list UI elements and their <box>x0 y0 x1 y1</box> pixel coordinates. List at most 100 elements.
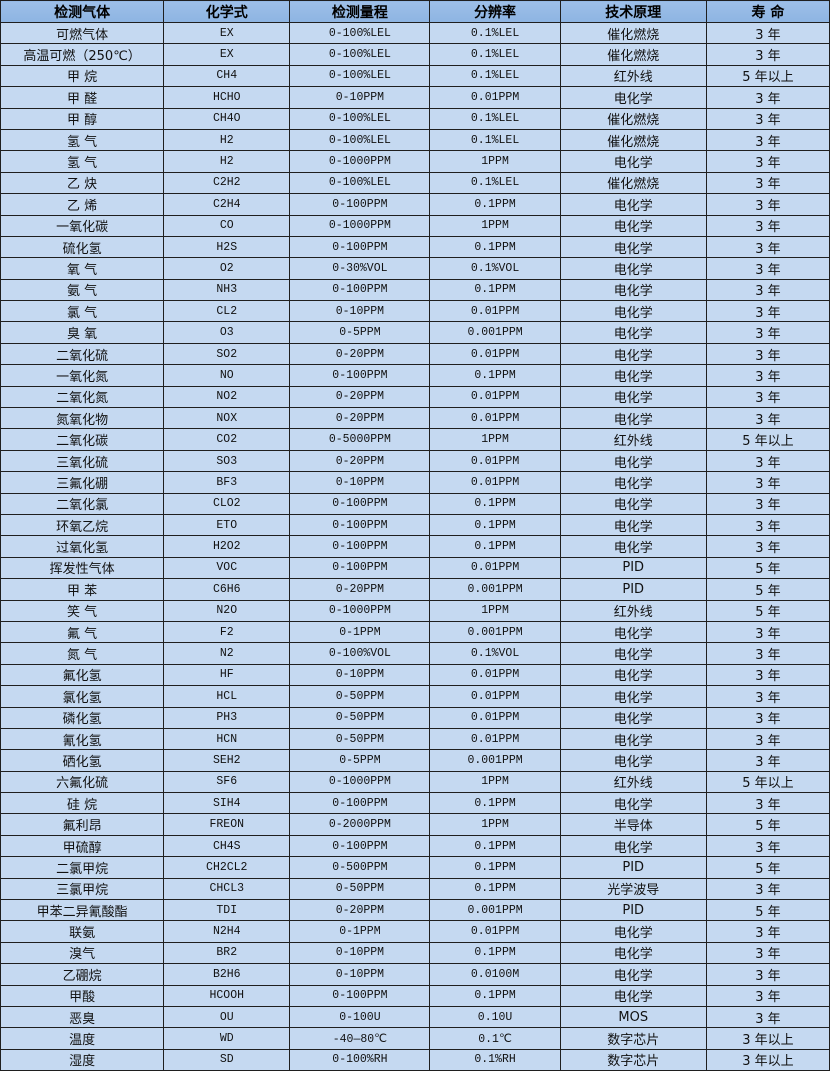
formula-cell: SO3 <box>163 449 291 473</box>
resolution-cell: 0.0100M <box>429 963 561 986</box>
lifetime-cell: 3 年 <box>705 642 831 665</box>
range-cell: 0-100PPM <box>289 984 431 1007</box>
gas-name-cell: 氢 气 <box>0 128 165 152</box>
range-cell: 0-1000PPM <box>289 599 431 622</box>
principle-cell: 电化学 <box>559 471 707 494</box>
lifetime-cell: 3 年 <box>705 706 831 729</box>
table-row: 乙 烯 C2H4 0-100PPM 0.1PPM 电化学 3 年 <box>0 193 831 216</box>
formula-cell: NO <box>163 364 291 387</box>
formula-cell: H2 <box>163 150 291 173</box>
table-row: 氟利昂 FREON 0-2000PPM 1PPM 半导体 5 年 <box>0 813 831 836</box>
formula-cell: H2O2 <box>163 535 291 558</box>
lifetime-cell: 3 年 <box>705 107 831 130</box>
formula-cell: C2H2 <box>163 171 291 195</box>
gas-name-cell: 联氨 <box>0 920 165 943</box>
gas-name-cell: 一氧化氮 <box>0 364 165 387</box>
formula-cell: ETO <box>163 513 291 537</box>
gas-name-cell: 氢 气 <box>0 150 165 173</box>
principle-cell: 红外线 <box>559 64 707 88</box>
gas-name-cell: 二氧化氮 <box>0 385 165 409</box>
principle-cell: 红外线 <box>559 770 707 794</box>
gas-name-cell: 二氧化碳 <box>0 428 165 451</box>
range-cell: 0-10PPM <box>289 941 431 965</box>
lifetime-cell: 5 年 <box>705 578 831 601</box>
range-cell: 0-5000PPM <box>289 428 431 451</box>
principle-cell: 电化学 <box>559 984 707 1007</box>
range-cell: 0-100%LEL <box>289 64 431 88</box>
table-row: 高温可燃（250℃） EX 0-100%LEL 0.1%LEL 催化燃烧 3 年 <box>0 43 831 66</box>
range-cell: 0-100U <box>289 1005 431 1029</box>
formula-cell: SD <box>163 1048 291 1072</box>
table-row: 可燃气体 EX 0-100%LEL 0.1%LEL 催化燃烧 3 年 <box>0 21 831 45</box>
gas-name-cell: 二氯甲烷 <box>0 856 165 879</box>
formula-cell: HCN <box>163 727 291 751</box>
lifetime-cell: 3 年 <box>705 877 831 901</box>
lifetime-cell: 5 年 <box>705 856 831 879</box>
lifetime-cell: 3 年 <box>705 171 831 195</box>
formula-cell: O2 <box>163 257 291 280</box>
lifetime-cell: 3 年 <box>705 214 831 237</box>
principle-cell: 电化学 <box>559 278 707 302</box>
table-row: 氢 气 H2 0-1000PPM 1PPM 电化学 3 年 <box>0 150 831 173</box>
range-cell: 0-1000PPM <box>289 150 431 173</box>
lifetime-cell: 3 年 <box>705 407 831 430</box>
lifetime-cell: 5 年 <box>705 813 831 836</box>
resolution-cell: 0.10U <box>429 1005 561 1029</box>
table-row: 一氧化碳 CO 0-1000PPM 1PPM 电化学 3 年 <box>0 214 831 237</box>
principle-cell: PID <box>559 578 707 601</box>
table-row: 二氧化硫 SO2 0-20PPM 0.01PPM 电化学 3 年 <box>0 342 831 366</box>
lifetime-cell: 3 年 <box>705 321 831 344</box>
lifetime-cell: 3 年 <box>705 941 831 965</box>
resolution-cell: 0.01PPM <box>429 663 561 687</box>
gas-name-cell: 甲 醛 <box>0 86 165 109</box>
table-row: 环氧乙烷 ETO 0-100PPM 0.1PPM 电化学 3 年 <box>0 513 831 537</box>
lifetime-cell: 3 年 <box>705 749 831 772</box>
gas-name-cell: 乙硼烷 <box>0 963 165 986</box>
table-row: 氮氧化物 NOX 0-20PPM 0.01PPM 电化学 3 年 <box>0 407 831 430</box>
range-cell: 0-10PPM <box>289 300 431 323</box>
formula-cell: N2H4 <box>163 920 291 943</box>
principle-cell: 电化学 <box>559 920 707 943</box>
lifetime-cell: 5 年以上 <box>705 770 831 794</box>
table-row: 氨 气 NH3 0-100PPM 0.1PPM 电化学 3 年 <box>0 278 831 302</box>
lifetime-cell: 3 年 <box>705 834 831 858</box>
gas-name-cell: 氰化氢 <box>0 727 165 751</box>
resolution-cell: 0.1℃ <box>429 1027 561 1050</box>
principle-cell: 催化燃烧 <box>559 128 707 152</box>
range-cell: 0-10PPM <box>289 663 431 687</box>
range-cell: 0-50PPM <box>289 685 431 708</box>
resolution-cell: 0.01PPM <box>429 685 561 708</box>
resolution-cell: 1PPM <box>429 813 561 836</box>
lifetime-cell: 3 年 <box>705 984 831 1007</box>
lifetime-cell: 3 年 <box>705 43 831 66</box>
gas-name-cell: 氮 气 <box>0 642 165 665</box>
range-cell: -40—80℃ <box>289 1027 431 1050</box>
resolution-cell: 0.1PPM <box>429 792 561 815</box>
principle-cell: 电化学 <box>559 86 707 109</box>
gas-name-cell: 笑 气 <box>0 599 165 622</box>
principle-cell: 电化学 <box>559 407 707 430</box>
range-cell: 0-100%LEL <box>289 171 431 195</box>
resolution-cell: 0.01PPM <box>429 556 561 580</box>
range-cell: 0-50PPM <box>289 706 431 729</box>
table-row: 甲硫醇 CH4S 0-100PPM 0.1PPM 电化学 3 年 <box>0 834 831 858</box>
resolution-cell: 1PPM <box>429 150 561 173</box>
resolution-cell: 0.1PPM <box>429 984 561 1007</box>
table-row: 六氟化硫 SF6 0-1000PPM 1PPM 红外线 5 年以上 <box>0 770 831 794</box>
principle-cell: 电化学 <box>559 214 707 237</box>
gas-name-cell: 甲酸 <box>0 984 165 1007</box>
principle-cell: 电化学 <box>559 300 707 323</box>
lifetime-cell: 3 年以上 <box>705 1048 831 1072</box>
table-row: 乙 炔 C2H2 0-100%LEL 0.1%LEL 催化燃烧 3 年 <box>0 171 831 195</box>
lifetime-cell: 5 年以上 <box>705 64 831 88</box>
range-cell: 0-10PPM <box>289 471 431 494</box>
table-row: 甲 苯 C6H6 0-20PPM 0.001PPM PID 5 年 <box>0 578 831 601</box>
resolution-cell: 0.01PPM <box>429 471 561 494</box>
table-row: 乙硼烷 B2H6 0-10PPM 0.0100M 电化学 3 年 <box>0 963 831 986</box>
principle-cell: 电化学 <box>559 257 707 280</box>
table-row: 湿度 SD 0-100%RH 0.1%RH 数字芯片 3 年以上 <box>0 1048 831 1072</box>
formula-cell: HF <box>163 663 291 687</box>
principle-cell: 电化学 <box>559 513 707 537</box>
principle-cell: 催化燃烧 <box>559 43 707 66</box>
resolution-cell: 0.01PPM <box>429 300 561 323</box>
